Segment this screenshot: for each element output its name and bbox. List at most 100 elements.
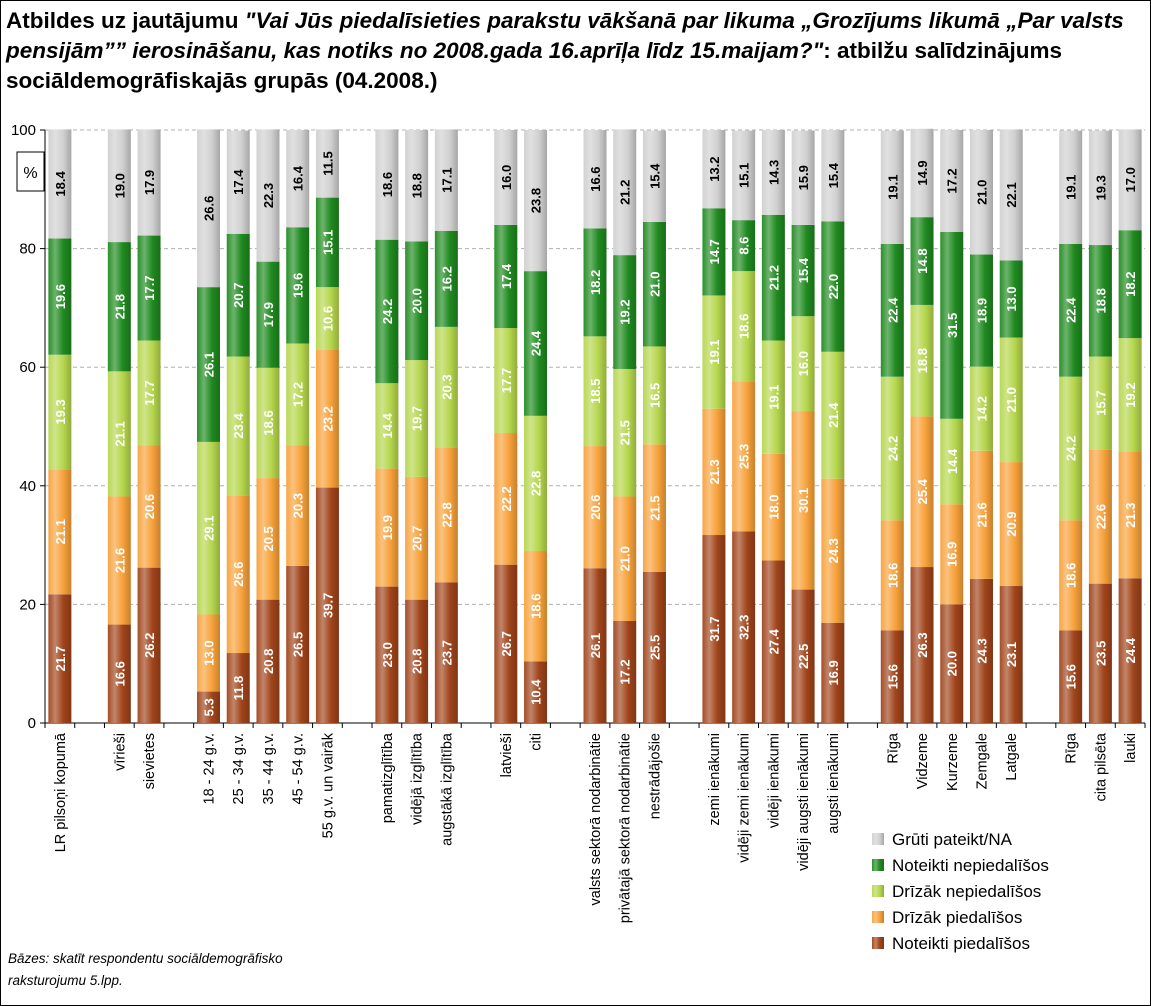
data-label: 17.1 xyxy=(439,167,454,192)
category-label: vidējā izglītība xyxy=(410,732,426,825)
bar-segment-2 xyxy=(910,416,934,568)
bar-segment-4 xyxy=(286,227,310,344)
data-label: 21.8 xyxy=(112,294,127,319)
bar-segment-1 xyxy=(1088,583,1112,723)
data-label: 19.0 xyxy=(112,173,127,198)
bar-segment-3 xyxy=(256,367,280,479)
bar-segment-5 xyxy=(910,128,934,218)
bar-segment-4 xyxy=(315,197,339,288)
category-label: latvieši xyxy=(499,733,515,777)
data-label: 15.6 xyxy=(1064,664,1079,689)
data-label: 26.6 xyxy=(231,562,246,587)
bar-segment-1 xyxy=(524,661,548,723)
data-label: 10.6 xyxy=(320,306,335,331)
bar-segment-4 xyxy=(405,241,429,361)
data-label: 17.9 xyxy=(142,170,157,195)
bar-segment-2 xyxy=(1118,451,1142,579)
data-label: 17.4 xyxy=(499,263,514,289)
data-label: 10.4 xyxy=(529,679,544,705)
data-label: 22.3 xyxy=(261,183,276,208)
data-label: 20.7 xyxy=(410,526,425,551)
data-label: 14.2 xyxy=(974,396,989,421)
bar-segment-1 xyxy=(405,599,429,723)
bar-segment-5 xyxy=(434,129,458,231)
data-label: 21.5 xyxy=(618,420,633,445)
bar-segment-2 xyxy=(197,614,221,692)
data-label: 15.6 xyxy=(885,664,900,689)
data-label: 14.9 xyxy=(915,160,930,185)
data-label: 18.6 xyxy=(885,563,900,588)
legend-swatch xyxy=(872,911,884,923)
data-label: 30.1 xyxy=(796,488,811,513)
bar-segment-2 xyxy=(137,445,161,568)
data-label: 17.7 xyxy=(142,275,157,300)
bar-segment-5 xyxy=(405,130,429,242)
bar-segment-3 xyxy=(642,346,666,445)
data-label: 16.9 xyxy=(826,660,841,685)
bar-segment-1 xyxy=(642,571,666,723)
data-label: 5.3 xyxy=(202,698,217,716)
bar-segment-3 xyxy=(137,340,161,446)
bar-segment-3 xyxy=(48,354,72,470)
data-label: 17.0 xyxy=(1123,167,1138,192)
bar-segment-3 xyxy=(583,336,607,447)
data-label: 14.4 xyxy=(380,412,395,438)
bar-segment-5 xyxy=(732,130,756,221)
y-axis-label: % xyxy=(23,165,37,182)
data-label: 20.3 xyxy=(439,374,454,399)
data-label: 24.3 xyxy=(826,538,841,563)
bar-segment-2 xyxy=(613,496,637,622)
data-label: 26.2 xyxy=(142,633,157,658)
data-label: 31.7 xyxy=(707,616,722,641)
data-label: 26.3 xyxy=(915,632,930,657)
category-label: vidēji augsti ienākumi xyxy=(796,733,812,871)
data-label: 14.4 xyxy=(945,448,960,474)
data-label: 20.3 xyxy=(291,493,306,518)
bar-segment-2 xyxy=(1059,520,1083,631)
data-label: 23.1 xyxy=(1004,642,1019,667)
base-note-line-2: raksturojumu 5.lpp. xyxy=(8,973,123,988)
data-label: 16.0 xyxy=(499,165,514,190)
data-label: 14.7 xyxy=(707,239,722,264)
bar-segment-1 xyxy=(107,624,131,723)
bar-segment-5 xyxy=(1118,129,1142,231)
data-label: 16.5 xyxy=(647,383,662,408)
category-label: vīrieši xyxy=(112,733,128,771)
bar-segment-4 xyxy=(434,230,458,327)
data-label: 16.0 xyxy=(796,351,811,376)
data-label: 20.5 xyxy=(261,526,276,551)
bar-segment-3 xyxy=(761,340,785,454)
data-label: 23.2 xyxy=(320,406,335,431)
bar-segment-2 xyxy=(999,462,1023,587)
category-label: vidēji zemi ienākumi xyxy=(737,733,753,863)
bar-segment-2 xyxy=(791,411,815,590)
data-label: 21.0 xyxy=(647,272,662,297)
data-label: 19.3 xyxy=(1093,175,1108,200)
bar-segment-2 xyxy=(821,478,845,623)
bar-segment-5 xyxy=(256,129,280,262)
data-label: 19.6 xyxy=(291,273,306,298)
bar-segment-5 xyxy=(226,130,250,234)
bar-segment-5 xyxy=(761,130,785,215)
bar-segment-4 xyxy=(999,260,1023,338)
data-label: 26.7 xyxy=(499,631,514,656)
data-label: 20.0 xyxy=(945,651,960,676)
y-tick-label: 60 xyxy=(19,359,36,376)
data-label: 22.6 xyxy=(1093,504,1108,529)
bar-segment-1 xyxy=(197,691,221,723)
data-label: 20.8 xyxy=(261,649,276,674)
bar-segment-4 xyxy=(732,220,756,272)
bar-segment-3 xyxy=(1118,338,1142,452)
data-label: 18.6 xyxy=(529,594,544,619)
data-label: 18.5 xyxy=(588,379,603,404)
bar-segment-1 xyxy=(583,568,607,723)
data-label: 19.3 xyxy=(53,399,68,424)
title-tail: : atbilžu salīdzinājums sociāldemogrāfis… xyxy=(6,38,1063,93)
bar-segment-4 xyxy=(613,255,637,369)
data-label: 22.8 xyxy=(439,502,454,527)
y-tick-label: 100 xyxy=(11,122,36,139)
bar-segment-5 xyxy=(940,130,964,232)
data-label: 19.9 xyxy=(380,515,395,540)
legend-swatch xyxy=(872,833,884,845)
bar-segment-3 xyxy=(315,287,339,351)
